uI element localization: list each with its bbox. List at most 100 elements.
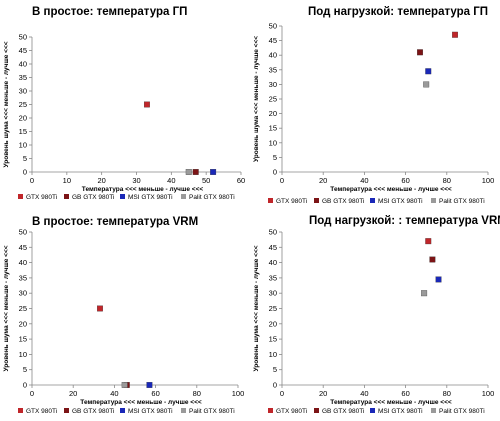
legend-label: GTX 980Ti bbox=[276, 198, 307, 205]
legend-swatch bbox=[120, 194, 125, 199]
data-point-gb-gtx-980ti bbox=[192, 169, 199, 175]
y-tick-label: 35 bbox=[19, 73, 27, 82]
data-point-gtx-980ti bbox=[425, 238, 432, 245]
x-tick-label: 100 bbox=[482, 389, 495, 398]
y-tick-label: 5 bbox=[23, 365, 27, 374]
legend-swatch bbox=[18, 194, 23, 199]
legend-label: GB GTX 980Ti bbox=[72, 194, 114, 201]
x-tick-label: 60 bbox=[151, 389, 159, 398]
y-tick-label: 20 bbox=[269, 319, 277, 328]
y-tick-label: 20 bbox=[19, 114, 27, 123]
y-tick-label: 30 bbox=[19, 87, 27, 96]
y-tick-label: 35 bbox=[269, 273, 277, 282]
y-tick-label: 5 bbox=[273, 153, 277, 162]
legend-swatch bbox=[314, 408, 319, 413]
legend-swatch bbox=[181, 194, 186, 199]
chart-title: Под нагрузкой: температура ГП bbox=[308, 6, 488, 18]
data-point-palit-gtx-980ti bbox=[421, 290, 428, 297]
x-tick-label: 20 bbox=[97, 176, 105, 185]
legend-label: Palit GTX 980Ti bbox=[439, 198, 485, 205]
x-tick-label: 40 bbox=[360, 389, 368, 398]
y-tick-label: 35 bbox=[269, 65, 277, 74]
data-point-palit-gtx-980ti bbox=[423, 81, 430, 88]
x-tick-label: 100 bbox=[482, 176, 495, 185]
legend-label: Palit GTX 980Ti bbox=[189, 194, 235, 201]
data-point-palit-gtx-980ti bbox=[185, 169, 192, 175]
y-tick-label: 15 bbox=[269, 124, 277, 133]
legend-swatch bbox=[64, 408, 69, 413]
x-tick-label: 60 bbox=[401, 176, 409, 185]
x-tick-label: 0 bbox=[280, 389, 284, 398]
chart-title: В простое: температура ГП bbox=[32, 6, 187, 18]
y-tick-label: 20 bbox=[269, 109, 277, 118]
legend-label: MSI GTX 980Ti bbox=[378, 408, 423, 415]
y-tick-label: 25 bbox=[19, 100, 27, 109]
y-tick-label: 40 bbox=[269, 258, 277, 267]
y-tick-label: 30 bbox=[269, 289, 277, 298]
legend-swatch bbox=[268, 198, 273, 203]
data-point-gtx-980ti bbox=[143, 101, 150, 108]
y-tick-label: 50 bbox=[19, 33, 27, 42]
y-tick-label: 50 bbox=[269, 22, 277, 31]
legend-swatch bbox=[268, 408, 273, 413]
data-point-palit-gtx-980ti bbox=[121, 382, 128, 388]
data-point-msi-gtx-980ti bbox=[425, 68, 432, 75]
legend-label: GB GTX 980Ti bbox=[322, 198, 364, 205]
y-tick-label: 40 bbox=[19, 258, 27, 267]
y-tick-label: 5 bbox=[23, 154, 27, 163]
y-tick-label: 0 bbox=[23, 381, 27, 390]
y-tick-label: 10 bbox=[19, 141, 27, 150]
y-tick-label: 0 bbox=[273, 168, 277, 177]
y-axis-label: Уровень шума <<< меньше - лучше <<< bbox=[3, 245, 10, 371]
legend-label: GB GTX 980Ti bbox=[322, 408, 364, 415]
data-point-gb-gtx-980ti bbox=[429, 256, 436, 263]
y-tick-label: 15 bbox=[19, 127, 27, 136]
legend-label: MSI GTX 980Ti bbox=[128, 408, 173, 415]
y-tick-label: 20 bbox=[19, 319, 27, 328]
data-point-gtx-980ti bbox=[452, 31, 458, 38]
x-tick-label: 60 bbox=[401, 389, 409, 398]
x-tick-label: 0 bbox=[30, 389, 34, 398]
y-tick-label: 10 bbox=[19, 350, 27, 359]
y-tick-label: 10 bbox=[269, 350, 277, 359]
x-tick-label: 100 bbox=[232, 389, 245, 398]
legend-swatch bbox=[370, 408, 375, 413]
y-tick-label: 10 bbox=[269, 138, 277, 147]
legend-swatch bbox=[370, 198, 375, 203]
y-tick-label: 45 bbox=[269, 36, 277, 45]
data-point-gb-gtx-980ti bbox=[417, 49, 423, 56]
y-axis-label: Уровень шума <<< меньше - лучше <<< bbox=[253, 36, 260, 162]
x-axis-label: Температура <<< меньше - лучше <<< bbox=[80, 399, 202, 406]
y-tick-label: 35 bbox=[19, 273, 27, 282]
x-tick-label: 0 bbox=[280, 176, 284, 185]
x-tick-label: 20 bbox=[69, 389, 77, 398]
chart-panel-4: Под нагрузкой: : температура VRM 0 5 10 15 20… bbox=[253, 215, 500, 415]
y-tick-label: 40 bbox=[19, 60, 27, 69]
y-axis-label: Уровень шума <<< меньше - лучше <<< bbox=[3, 41, 10, 167]
legend-swatch bbox=[431, 408, 436, 413]
legend-label: MSI GTX 980Ti bbox=[128, 194, 173, 201]
y-tick-label: 50 bbox=[269, 228, 277, 237]
y-tick-label: 25 bbox=[19, 304, 27, 313]
x-tick-label: 50 bbox=[202, 176, 210, 185]
chart-title: Под нагрузкой: : температура VRM bbox=[309, 215, 500, 227]
legend-label: GTX 980Ti bbox=[26, 408, 57, 415]
y-tick-label: 30 bbox=[19, 289, 27, 298]
legend-swatch bbox=[18, 408, 23, 413]
x-tick-label: 80 bbox=[193, 389, 201, 398]
y-tick-label: 45 bbox=[19, 46, 27, 55]
y-tick-label: 45 bbox=[19, 243, 27, 252]
y-tick-label: 30 bbox=[269, 80, 277, 89]
legend-label: Palit GTX 980Ti bbox=[439, 408, 485, 415]
x-tick-label: 60 bbox=[237, 176, 245, 185]
y-tick-label: 50 bbox=[19, 228, 27, 237]
y-tick-label: 15 bbox=[19, 335, 27, 344]
x-axis-label: Температура <<< меньше - лучше <<< bbox=[330, 186, 452, 193]
legend-label: GB GTX 980Ti bbox=[72, 408, 114, 415]
x-tick-label: 80 bbox=[443, 176, 451, 185]
chart-title: В простое: температура VRM bbox=[32, 216, 198, 228]
x-tick-label: 80 bbox=[443, 389, 451, 398]
legend-swatch bbox=[314, 198, 319, 203]
data-point-gtx-980ti bbox=[97, 305, 103, 312]
